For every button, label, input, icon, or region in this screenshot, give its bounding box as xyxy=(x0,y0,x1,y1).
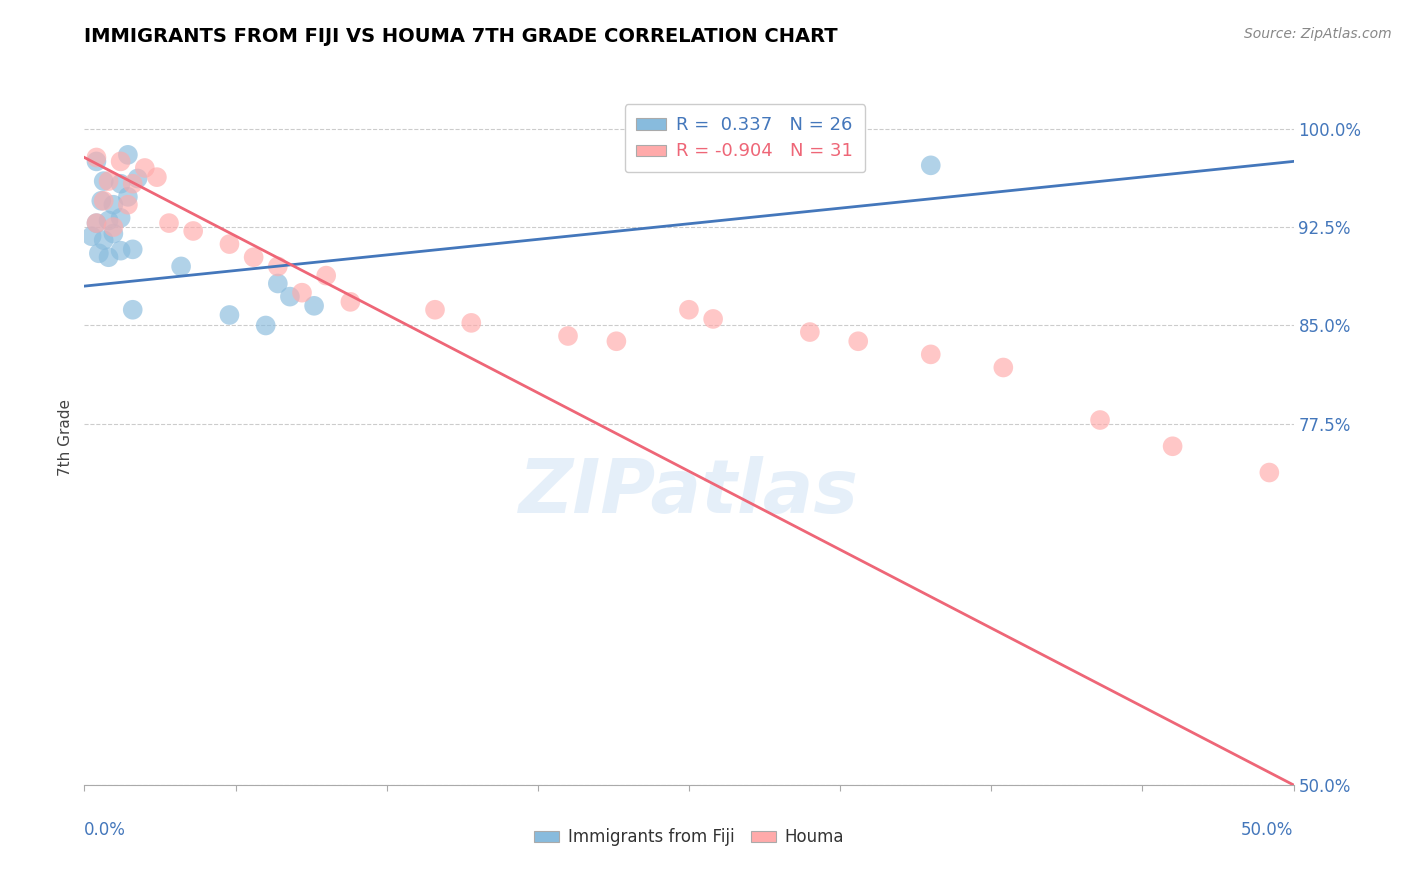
Point xyxy=(1161,439,1184,453)
Point xyxy=(110,211,132,225)
Point xyxy=(557,329,579,343)
Point xyxy=(242,250,264,264)
Point xyxy=(218,308,240,322)
Point xyxy=(86,154,108,169)
Point xyxy=(423,302,446,317)
Point xyxy=(993,360,1015,375)
Point xyxy=(110,177,132,191)
Point xyxy=(170,260,193,274)
Point xyxy=(846,334,869,349)
Point xyxy=(605,334,627,349)
Point xyxy=(146,170,169,185)
Point xyxy=(920,158,942,172)
Point xyxy=(315,268,337,283)
Point xyxy=(920,347,942,361)
Point xyxy=(103,220,125,235)
Point xyxy=(110,154,132,169)
Point xyxy=(86,216,108,230)
Point xyxy=(678,302,700,317)
Point xyxy=(93,233,115,247)
Point xyxy=(93,194,115,208)
Legend: R =  0.337   N = 26, R = -0.904   N = 31: R = 0.337 N = 26, R = -0.904 N = 31 xyxy=(624,104,865,172)
Point xyxy=(218,237,240,252)
Point xyxy=(267,277,290,291)
Point xyxy=(121,177,143,191)
Point xyxy=(121,302,143,317)
Y-axis label: 7th Grade: 7th Grade xyxy=(58,399,73,475)
Point xyxy=(339,294,361,309)
Text: ZIPatlas: ZIPatlas xyxy=(519,456,859,529)
Point xyxy=(1258,466,1281,480)
Point xyxy=(110,244,132,258)
Point xyxy=(127,171,149,186)
Point xyxy=(254,318,277,333)
Point xyxy=(134,161,156,175)
Text: IMMIGRANTS FROM FIJI VS HOUMA 7TH GRADE CORRELATION CHART: IMMIGRANTS FROM FIJI VS HOUMA 7TH GRADE … xyxy=(84,27,838,45)
Point xyxy=(267,260,290,274)
Point xyxy=(302,299,325,313)
Point xyxy=(121,243,143,257)
Point xyxy=(117,148,139,162)
Point xyxy=(86,151,108,165)
Point xyxy=(87,246,110,260)
Point xyxy=(181,224,204,238)
Text: 50.0%: 50.0% xyxy=(1241,821,1294,838)
Point xyxy=(117,190,139,204)
Text: 0.0%: 0.0% xyxy=(84,821,127,838)
Point xyxy=(291,285,314,300)
Point xyxy=(80,229,103,244)
Point xyxy=(799,325,821,339)
Point xyxy=(702,312,724,326)
Text: Source: ZipAtlas.com: Source: ZipAtlas.com xyxy=(1244,27,1392,41)
Point xyxy=(103,198,125,212)
Point xyxy=(117,198,139,212)
Point xyxy=(157,216,180,230)
Point xyxy=(103,227,125,241)
Point xyxy=(90,194,112,208)
Point xyxy=(86,216,108,230)
Point xyxy=(460,316,482,330)
Point xyxy=(93,174,115,188)
Point xyxy=(97,250,120,264)
Point xyxy=(1088,413,1111,427)
Point xyxy=(97,174,120,188)
Point xyxy=(97,213,120,227)
Point xyxy=(278,290,301,304)
